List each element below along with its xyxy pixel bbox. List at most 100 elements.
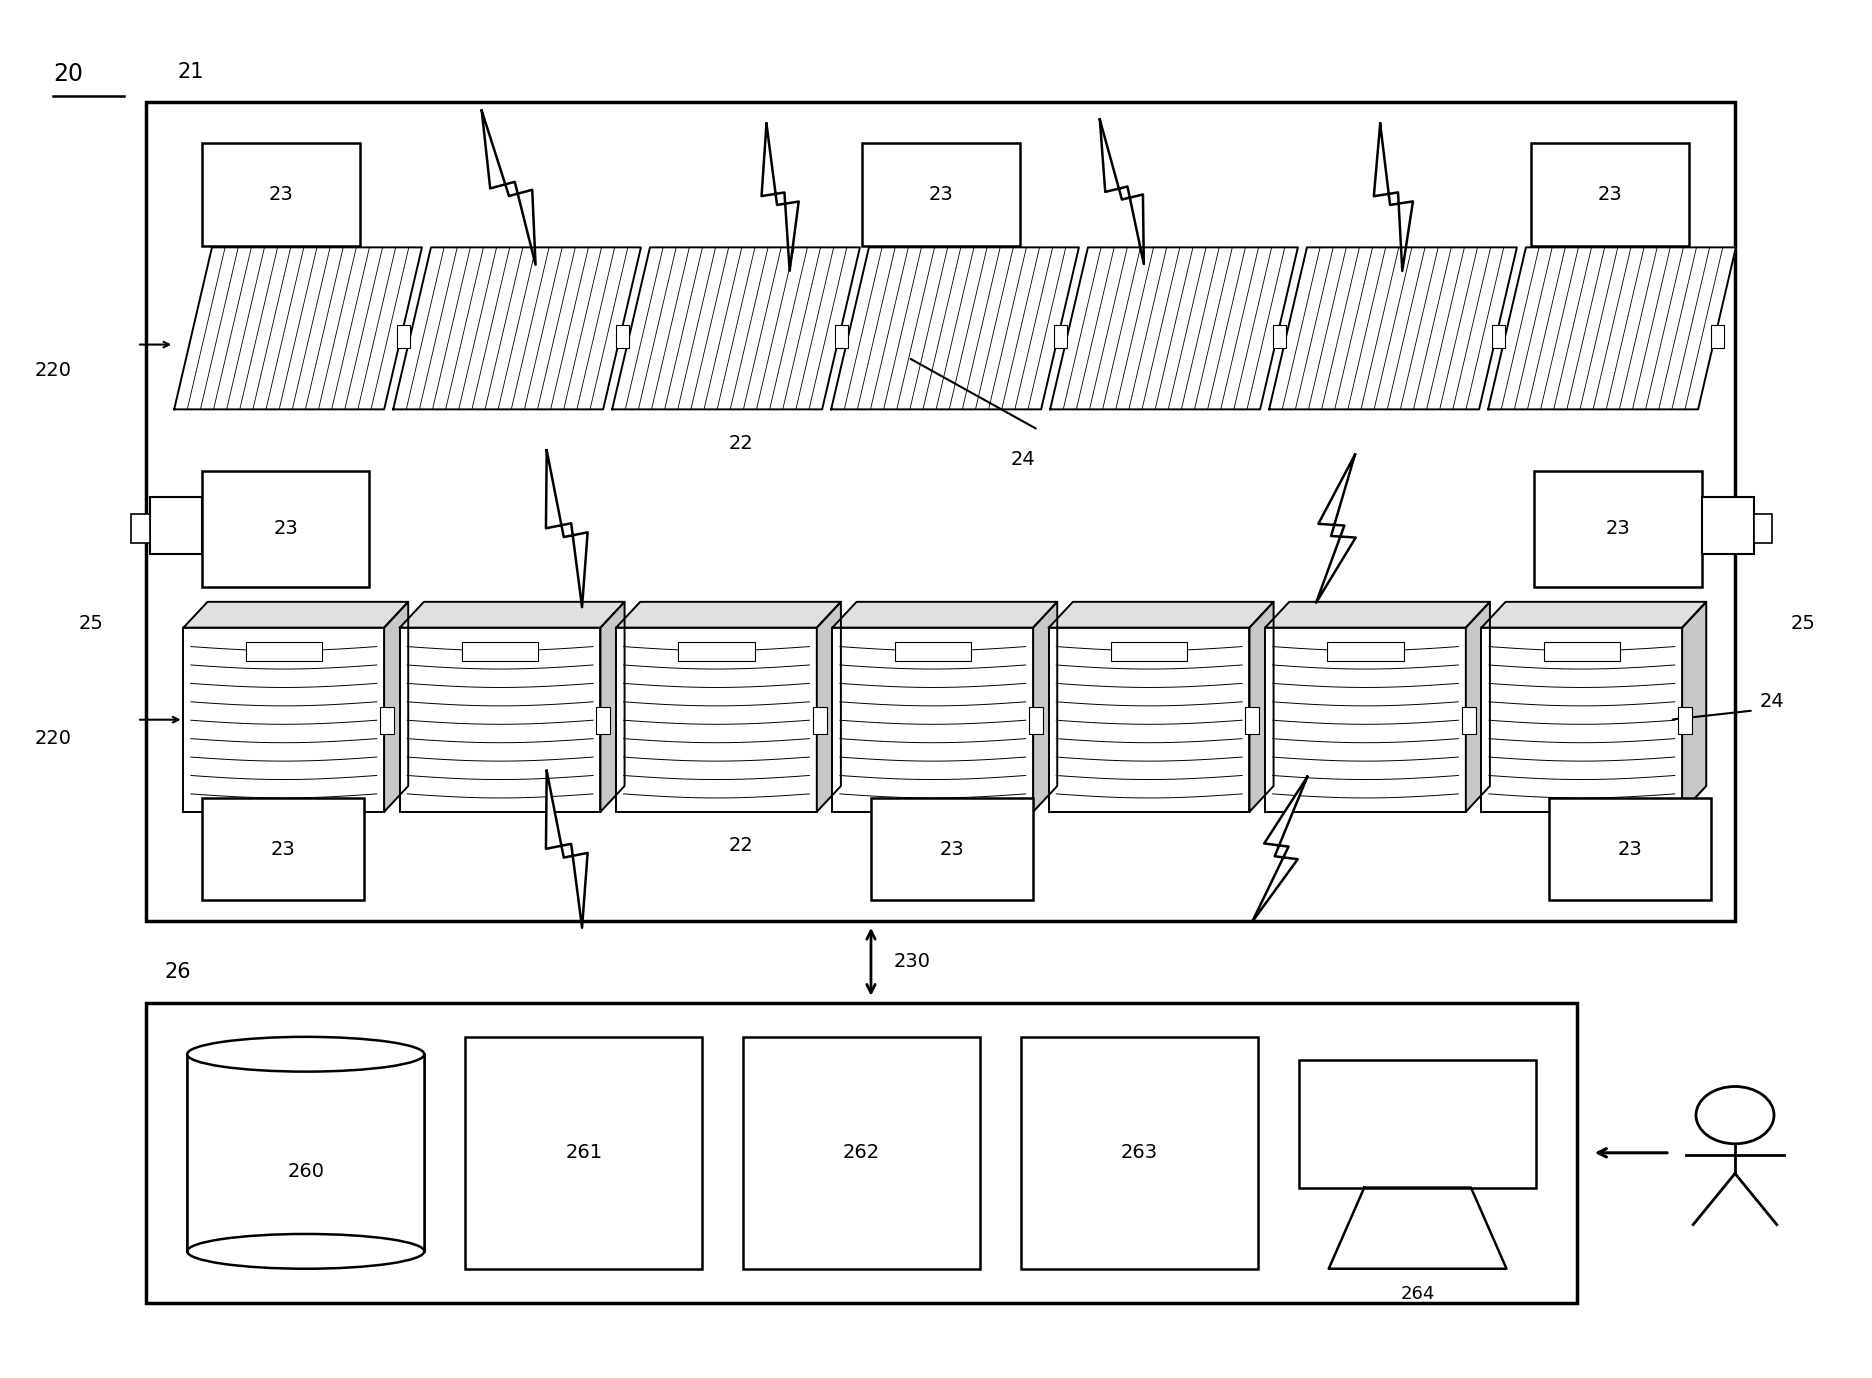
Text: 23: 23 (1606, 520, 1631, 539)
Text: 23: 23 (1597, 185, 1621, 204)
FancyBboxPatch shape (380, 707, 393, 734)
FancyBboxPatch shape (678, 642, 754, 661)
Polygon shape (547, 770, 588, 927)
Text: 23: 23 (929, 185, 953, 204)
FancyBboxPatch shape (187, 1054, 425, 1251)
Polygon shape (1249, 602, 1273, 812)
Polygon shape (1033, 602, 1058, 812)
FancyBboxPatch shape (397, 325, 410, 349)
FancyBboxPatch shape (1030, 707, 1043, 734)
Text: 24: 24 (1760, 692, 1784, 711)
Text: 23: 23 (270, 839, 296, 858)
FancyBboxPatch shape (1711, 325, 1724, 349)
Text: 22: 22 (728, 434, 753, 453)
Polygon shape (547, 451, 588, 608)
FancyBboxPatch shape (1265, 627, 1466, 812)
Text: 20: 20 (54, 62, 84, 85)
FancyBboxPatch shape (895, 642, 972, 661)
Text: 230: 230 (893, 952, 930, 971)
FancyBboxPatch shape (616, 627, 816, 812)
FancyBboxPatch shape (1550, 798, 1711, 900)
Polygon shape (1048, 602, 1273, 627)
FancyBboxPatch shape (202, 143, 359, 245)
Polygon shape (1481, 602, 1705, 627)
FancyBboxPatch shape (1702, 497, 1754, 554)
Ellipse shape (187, 1233, 425, 1269)
Polygon shape (1269, 248, 1516, 409)
Polygon shape (1683, 602, 1705, 812)
Polygon shape (612, 248, 859, 409)
FancyBboxPatch shape (861, 143, 1020, 245)
FancyBboxPatch shape (1535, 471, 1702, 587)
Text: 262: 262 (842, 1144, 880, 1162)
Polygon shape (393, 248, 640, 409)
Text: 22: 22 (728, 836, 753, 856)
Polygon shape (401, 602, 625, 627)
FancyBboxPatch shape (1544, 642, 1619, 661)
FancyBboxPatch shape (870, 798, 1033, 900)
Polygon shape (1488, 248, 1735, 409)
Polygon shape (1329, 1188, 1507, 1269)
FancyBboxPatch shape (743, 1036, 981, 1269)
Text: 263: 263 (1121, 1144, 1159, 1162)
FancyBboxPatch shape (1048, 627, 1249, 812)
FancyBboxPatch shape (1054, 325, 1067, 349)
FancyBboxPatch shape (1020, 1036, 1258, 1269)
Text: 23: 23 (270, 185, 294, 204)
Polygon shape (1252, 777, 1307, 922)
Text: 23: 23 (940, 839, 964, 858)
Text: 23: 23 (1617, 839, 1642, 858)
Polygon shape (601, 602, 625, 812)
FancyBboxPatch shape (1327, 642, 1404, 661)
Text: 220: 220 (36, 361, 71, 380)
FancyBboxPatch shape (401, 627, 601, 812)
FancyBboxPatch shape (131, 514, 150, 543)
Text: 24: 24 (1011, 451, 1035, 470)
FancyBboxPatch shape (1462, 707, 1475, 734)
FancyBboxPatch shape (202, 471, 369, 587)
Polygon shape (1374, 124, 1413, 271)
Text: 220: 220 (36, 729, 71, 748)
FancyBboxPatch shape (1245, 707, 1260, 734)
Text: 25: 25 (1792, 615, 1816, 633)
Polygon shape (1265, 602, 1490, 627)
Polygon shape (816, 602, 841, 812)
Polygon shape (1466, 602, 1490, 812)
FancyBboxPatch shape (146, 1003, 1576, 1302)
FancyBboxPatch shape (464, 1036, 702, 1269)
Polygon shape (183, 602, 408, 627)
FancyBboxPatch shape (597, 707, 610, 734)
FancyBboxPatch shape (1754, 514, 1773, 543)
Text: 261: 261 (565, 1144, 603, 1162)
FancyBboxPatch shape (462, 642, 539, 661)
Polygon shape (384, 602, 408, 812)
Text: 26: 26 (165, 962, 191, 983)
FancyBboxPatch shape (1110, 642, 1187, 661)
Text: 21: 21 (178, 62, 204, 81)
FancyBboxPatch shape (150, 497, 202, 554)
FancyBboxPatch shape (1299, 1060, 1537, 1188)
Polygon shape (831, 248, 1078, 409)
Polygon shape (1101, 120, 1144, 265)
FancyBboxPatch shape (835, 325, 848, 349)
FancyBboxPatch shape (1273, 325, 1286, 349)
Polygon shape (1316, 455, 1355, 602)
FancyBboxPatch shape (245, 642, 322, 661)
Polygon shape (481, 110, 535, 265)
FancyBboxPatch shape (183, 627, 384, 812)
Polygon shape (616, 602, 841, 627)
FancyBboxPatch shape (833, 627, 1033, 812)
FancyBboxPatch shape (146, 102, 1735, 921)
Text: 25: 25 (79, 615, 103, 633)
FancyBboxPatch shape (1492, 325, 1505, 349)
Polygon shape (833, 602, 1058, 627)
Text: 260: 260 (286, 1162, 324, 1181)
Text: 264: 264 (1400, 1286, 1434, 1304)
FancyBboxPatch shape (1531, 143, 1689, 245)
Polygon shape (174, 248, 421, 409)
FancyBboxPatch shape (1481, 627, 1683, 812)
FancyBboxPatch shape (202, 798, 363, 900)
FancyBboxPatch shape (616, 325, 629, 349)
Text: 23: 23 (273, 520, 298, 539)
Ellipse shape (187, 1036, 425, 1072)
